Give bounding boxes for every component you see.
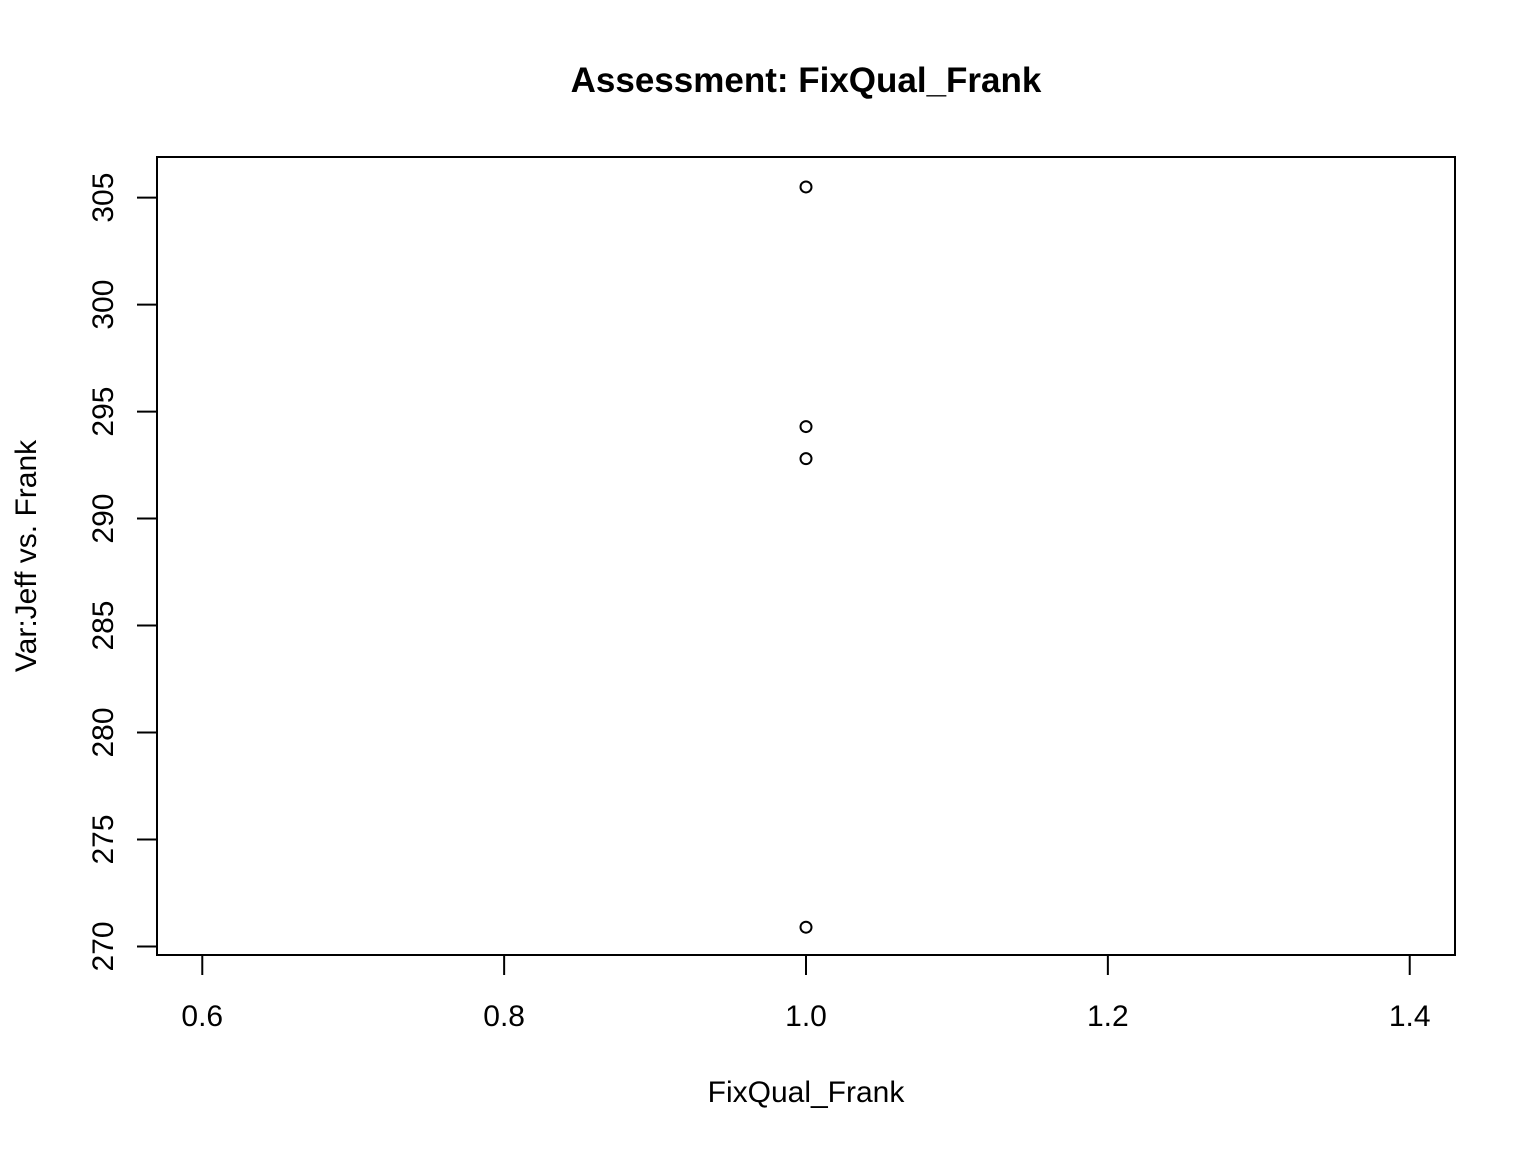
- y-tick-label: 300: [87, 280, 120, 330]
- y-tick-label: 270: [87, 921, 120, 971]
- y-tick-label: 305: [87, 173, 120, 223]
- chart-title: Assessment: FixQual_Frank: [571, 61, 1042, 100]
- y-tick-label: 280: [87, 707, 120, 757]
- x-axis: 0.6 0.8 1.0 1.2 1.4: [181, 955, 1431, 1033]
- data-point: [799, 920, 813, 934]
- x-tick-label: 0.8: [483, 1000, 525, 1033]
- x-axis-label: FixQual_Frank: [708, 1076, 906, 1109]
- x-tick-label: 1.2: [1087, 1000, 1129, 1033]
- plot-frame: [156, 156, 1456, 956]
- y-tick-label: 290: [87, 494, 120, 544]
- data-point: [799, 180, 813, 194]
- y-tick-label: 285: [87, 600, 120, 650]
- y-axis: 270 275 280 285 290 295 300 305: [87, 173, 157, 971]
- y-axis-label: Var:Jeff vs. Frank: [10, 439, 43, 672]
- y-tick-label: 275: [87, 814, 120, 864]
- x-tick-label: 0.6: [181, 1000, 223, 1033]
- x-tick-label: 1.4: [1389, 1000, 1431, 1033]
- data-points: [799, 180, 813, 934]
- data-point: [799, 452, 813, 466]
- data-point: [799, 420, 813, 434]
- y-tick-label: 295: [87, 387, 120, 437]
- x-tick-label: 1.0: [785, 1000, 827, 1033]
